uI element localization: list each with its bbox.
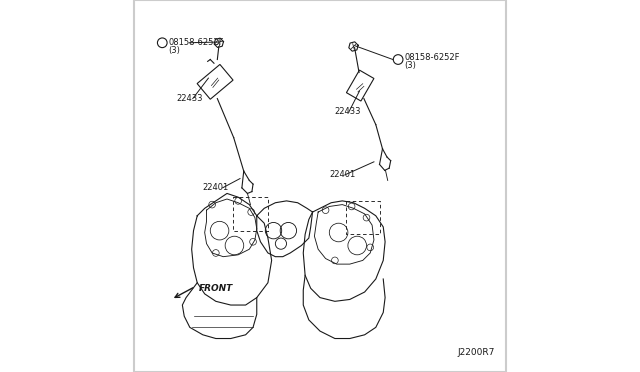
Text: 08158-6252F: 08158-6252F (404, 53, 460, 62)
Text: (3): (3) (404, 61, 416, 70)
Text: 22433: 22433 (177, 94, 204, 103)
Text: J2200R7: J2200R7 (458, 348, 495, 357)
Text: (3): (3) (168, 46, 180, 55)
Text: 22401: 22401 (203, 183, 229, 192)
Text: 08158-6252F: 08158-6252F (168, 38, 224, 47)
Text: 22401: 22401 (330, 170, 356, 179)
Text: FRONT: FRONT (199, 284, 234, 293)
Text: 22433: 22433 (335, 107, 362, 116)
